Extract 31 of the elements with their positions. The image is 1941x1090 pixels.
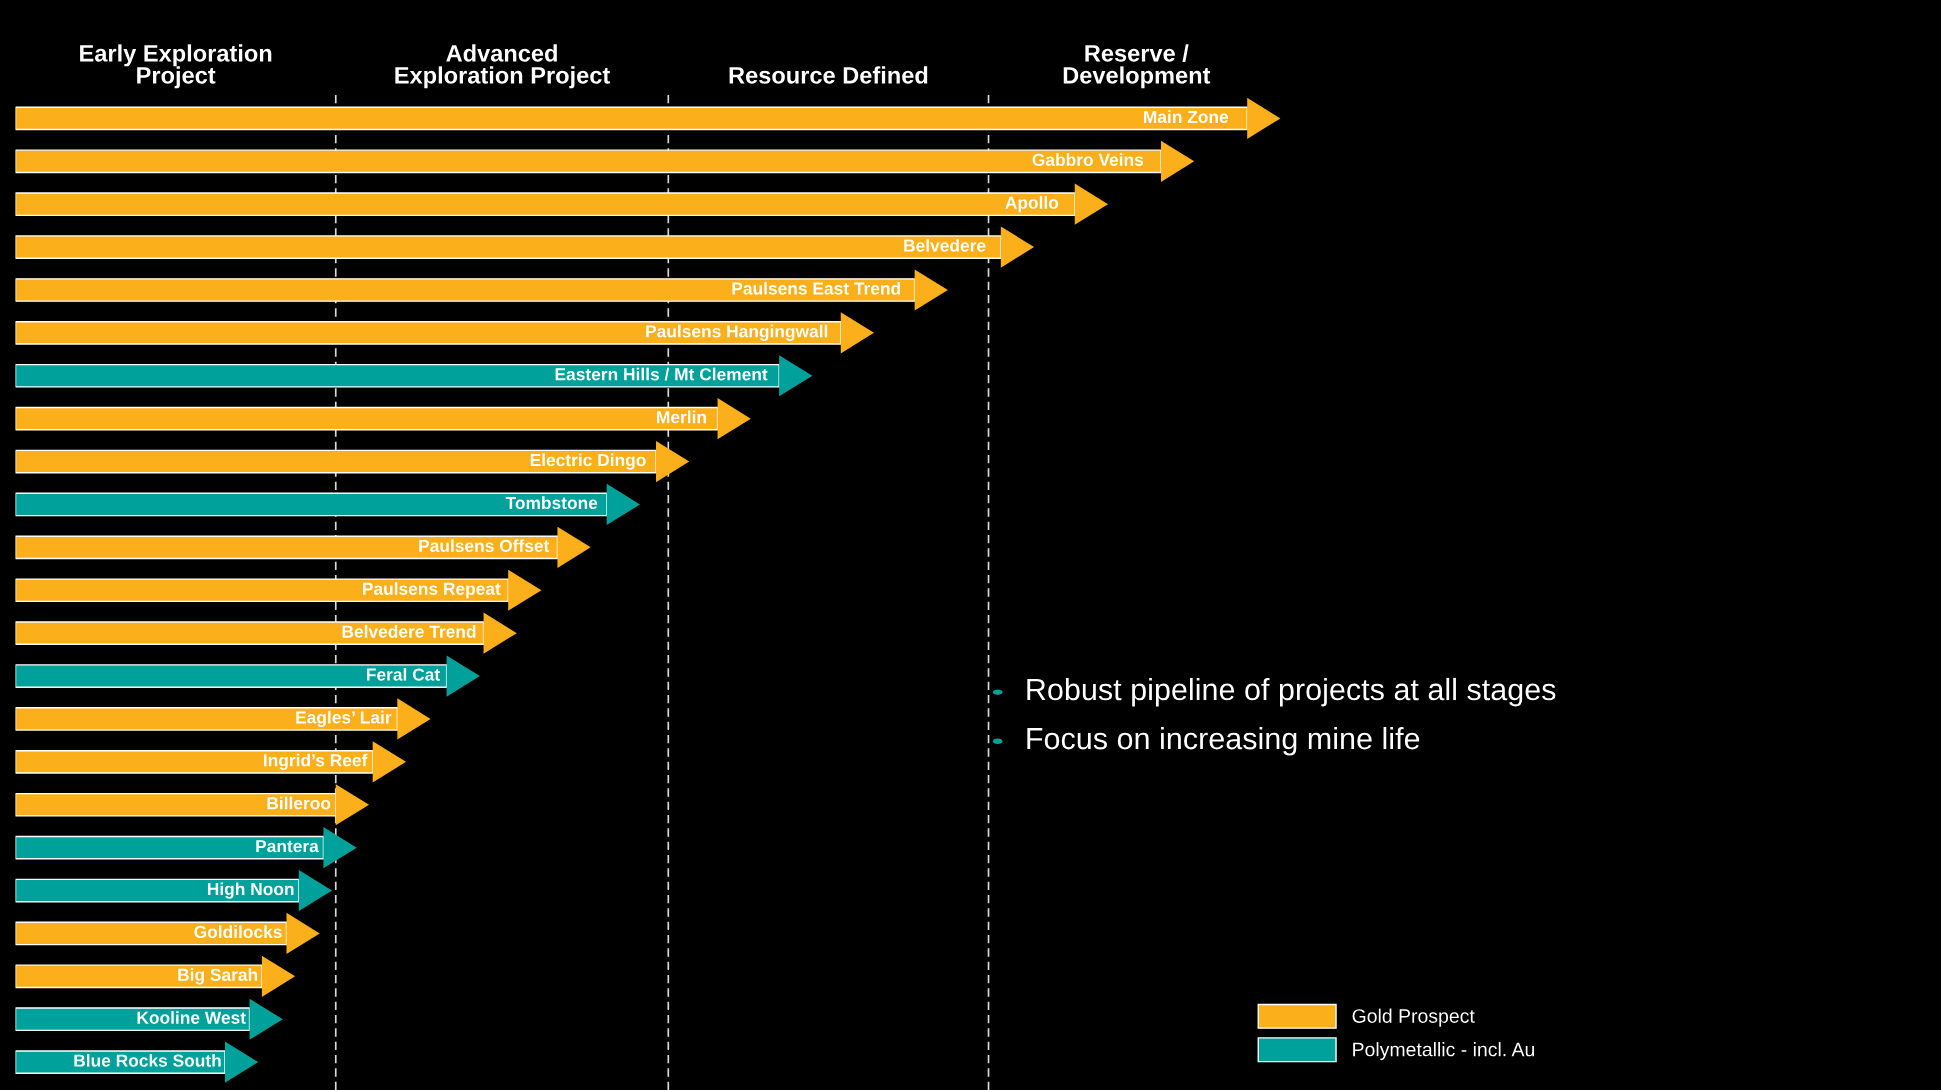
y-tick-label: High Noon xyxy=(207,882,294,899)
y-tick-label: Paulsens Hangingwall xyxy=(646,324,828,341)
y-tick-label: Electric Dingo xyxy=(530,453,646,470)
y-tick-label: Goldilocks xyxy=(194,925,282,939)
legend-label: Polymetallic - incl. Au xyxy=(1353,1042,1535,1061)
text: Early Exploration Project xyxy=(80,44,272,89)
y-tick-label: Paulsens Repeat xyxy=(363,582,501,599)
y-tick-label: Ingrid’s Reef xyxy=(264,753,368,770)
y-tick-label: Apollo xyxy=(1005,196,1059,213)
y-tick-label: Tombstone xyxy=(505,496,598,510)
annotation: Focus on increasing mine life xyxy=(1027,726,1420,756)
y-tick-label: Blue Rocks South xyxy=(74,1054,221,1067)
y-tick-label: Paulsens Offset xyxy=(419,539,550,553)
annotation: Robust pipeline of projects at all stages xyxy=(1027,677,1556,707)
y-tick-label: Eagles’ Lair xyxy=(296,710,392,728)
y-tick-label: Feral Cat xyxy=(367,667,440,681)
y-tick-label: Merlin xyxy=(657,410,706,424)
y-tick-label: Belvedere xyxy=(904,238,986,252)
text: Advanced Exploration Project xyxy=(395,44,610,89)
y-tick-label: Billeroo xyxy=(267,796,331,810)
text: Reserve / Development xyxy=(1063,44,1211,89)
text: Resource Defined xyxy=(729,66,928,84)
y-tick-label: Main Zone xyxy=(1144,110,1229,124)
y-tick-label: Eastern Hills / Mt Clement xyxy=(555,367,768,381)
legend-label: Gold Prospect xyxy=(1352,1008,1475,1027)
y-tick-label: Kooline West xyxy=(137,1011,246,1024)
y-tick-label: Gabbro Veins xyxy=(1032,153,1144,166)
y-tick-label: Paulsens East Trend xyxy=(732,281,901,295)
y-tick-label: Big Sarah xyxy=(178,968,258,985)
y-tick-label: Belvedere Trend xyxy=(342,625,476,638)
y-tick-label: Pantera xyxy=(256,840,319,853)
